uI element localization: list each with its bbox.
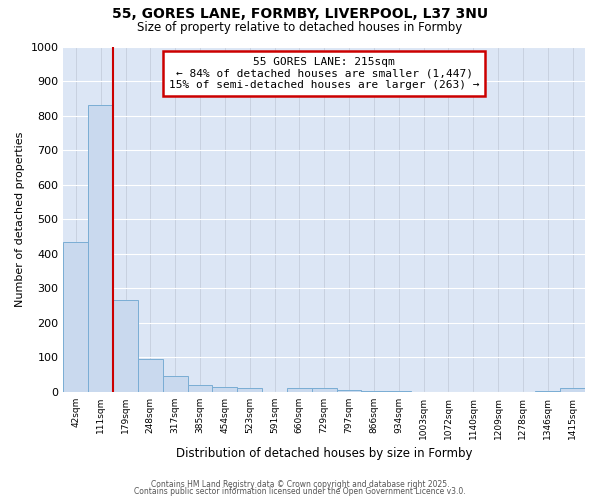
Text: 55 GORES LANE: 215sqm
← 84% of detached houses are smaller (1,447)
15% of semi-d: 55 GORES LANE: 215sqm ← 84% of detached … <box>169 57 479 90</box>
Bar <box>212 386 237 392</box>
Bar <box>386 391 411 392</box>
Bar <box>287 388 312 392</box>
Text: 55, GORES LANE, FORMBY, LIVERPOOL, L37 3NU: 55, GORES LANE, FORMBY, LIVERPOOL, L37 3… <box>112 8 488 22</box>
Bar <box>560 388 585 392</box>
Bar <box>163 376 188 392</box>
Text: Contains public sector information licensed under the Open Government Licence v3: Contains public sector information licen… <box>134 487 466 496</box>
Y-axis label: Number of detached properties: Number of detached properties <box>15 132 25 307</box>
X-axis label: Distribution of detached houses by size in Formby: Distribution of detached houses by size … <box>176 447 472 460</box>
Bar <box>237 388 262 392</box>
Bar <box>535 391 560 392</box>
Bar <box>88 105 113 392</box>
Bar <box>361 390 386 392</box>
Text: Contains HM Land Registry data © Crown copyright and database right 2025.: Contains HM Land Registry data © Crown c… <box>151 480 449 489</box>
Bar <box>188 385 212 392</box>
Bar <box>64 242 88 392</box>
Bar <box>138 359 163 392</box>
Bar <box>312 388 337 392</box>
Bar <box>337 390 361 392</box>
Bar <box>113 300 138 392</box>
Text: Size of property relative to detached houses in Formby: Size of property relative to detached ho… <box>137 21 463 34</box>
